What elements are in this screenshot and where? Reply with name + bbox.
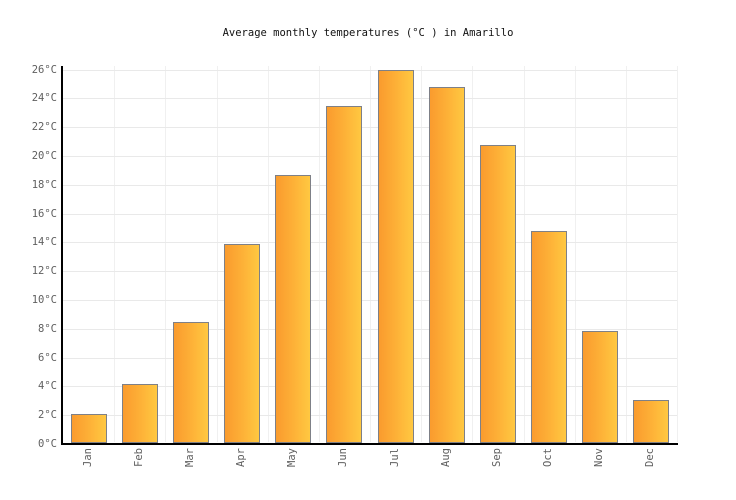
x-axis-label: Jun xyxy=(337,448,350,467)
gridline-horizontal xyxy=(63,386,677,388)
gridline-vertical xyxy=(114,66,116,442)
gridline-vertical xyxy=(216,66,218,442)
bar-oct[interactable] xyxy=(531,231,568,443)
x-axis-label: Sep xyxy=(490,448,503,467)
gridline-vertical xyxy=(370,66,371,442)
gridline-horizontal xyxy=(63,156,677,157)
gridline-vertical xyxy=(625,66,627,442)
gridline-vertical xyxy=(421,66,423,442)
gridline-horizontal xyxy=(63,127,677,129)
x-axis-label: Nov xyxy=(593,448,606,467)
y-axis-label: 4°C xyxy=(38,380,57,393)
bar-dec[interactable] xyxy=(633,399,670,443)
gridline-horizontal xyxy=(63,415,677,417)
y-axis-line xyxy=(61,66,63,443)
y-axis-label: 8°C xyxy=(38,322,57,335)
gridline-vertical xyxy=(523,66,525,442)
y-axis-label: 24°C xyxy=(31,92,57,105)
y-axis-label: 20°C xyxy=(31,150,57,162)
x-axis-label: Mar xyxy=(183,448,196,467)
x-axis-label: May xyxy=(286,448,299,467)
gridline-horizontal xyxy=(63,271,677,273)
x-axis-label: Dec xyxy=(644,448,657,467)
y-axis-label: 12°C xyxy=(31,265,57,278)
bar-sep[interactable] xyxy=(479,144,516,443)
y-axis-label: 18°C xyxy=(31,178,57,191)
gridline-horizontal xyxy=(63,213,677,215)
gridline-horizontal xyxy=(63,242,677,244)
y-axis-label: 2°C xyxy=(38,409,57,422)
gridline-vertical xyxy=(472,66,474,442)
gridline-horizontal xyxy=(63,357,677,359)
x-axis-label: Jan xyxy=(81,448,94,467)
bar-mar[interactable] xyxy=(172,322,209,443)
gridline-vertical xyxy=(574,66,576,442)
bar-may[interactable] xyxy=(275,175,312,443)
bar-feb[interactable] xyxy=(121,383,158,443)
bar-jul[interactable] xyxy=(377,70,414,443)
x-axis-line xyxy=(61,443,678,445)
gridline-vertical xyxy=(267,66,269,442)
x-axis-label: Aug xyxy=(439,448,452,467)
bar-jun[interactable] xyxy=(326,106,363,443)
y-axis-label: 22°C xyxy=(31,121,57,134)
x-axis-label: Oct xyxy=(542,448,555,467)
y-axis-label: 16°C xyxy=(31,207,57,220)
gridline-vertical xyxy=(318,66,320,442)
bar-jan[interactable] xyxy=(70,414,107,443)
gridline-vertical xyxy=(165,66,167,442)
bar-apr[interactable] xyxy=(224,244,261,443)
gridline-horizontal xyxy=(63,69,677,71)
gridline-vertical xyxy=(677,66,678,442)
y-axis-label: 10°C xyxy=(31,294,57,306)
y-axis-label: 14°C xyxy=(31,236,57,249)
gridline-horizontal xyxy=(63,98,677,100)
y-axis-label: 0°C xyxy=(38,438,57,450)
bar-nov[interactable] xyxy=(582,330,619,443)
chart-title: Average monthly temperatures (°C ) in Am… xyxy=(222,27,514,39)
gridline-horizontal xyxy=(63,300,677,301)
x-axis-label: Jul xyxy=(388,448,401,467)
gridline-horizontal xyxy=(63,184,677,186)
y-axis-label: 26°C xyxy=(31,63,57,76)
gridline-horizontal xyxy=(63,328,677,330)
y-axis-label: 6°C xyxy=(38,351,57,364)
x-axis-label: Apr xyxy=(235,448,248,467)
x-axis-label: Feb xyxy=(132,448,145,467)
bar-aug[interactable] xyxy=(428,87,465,443)
